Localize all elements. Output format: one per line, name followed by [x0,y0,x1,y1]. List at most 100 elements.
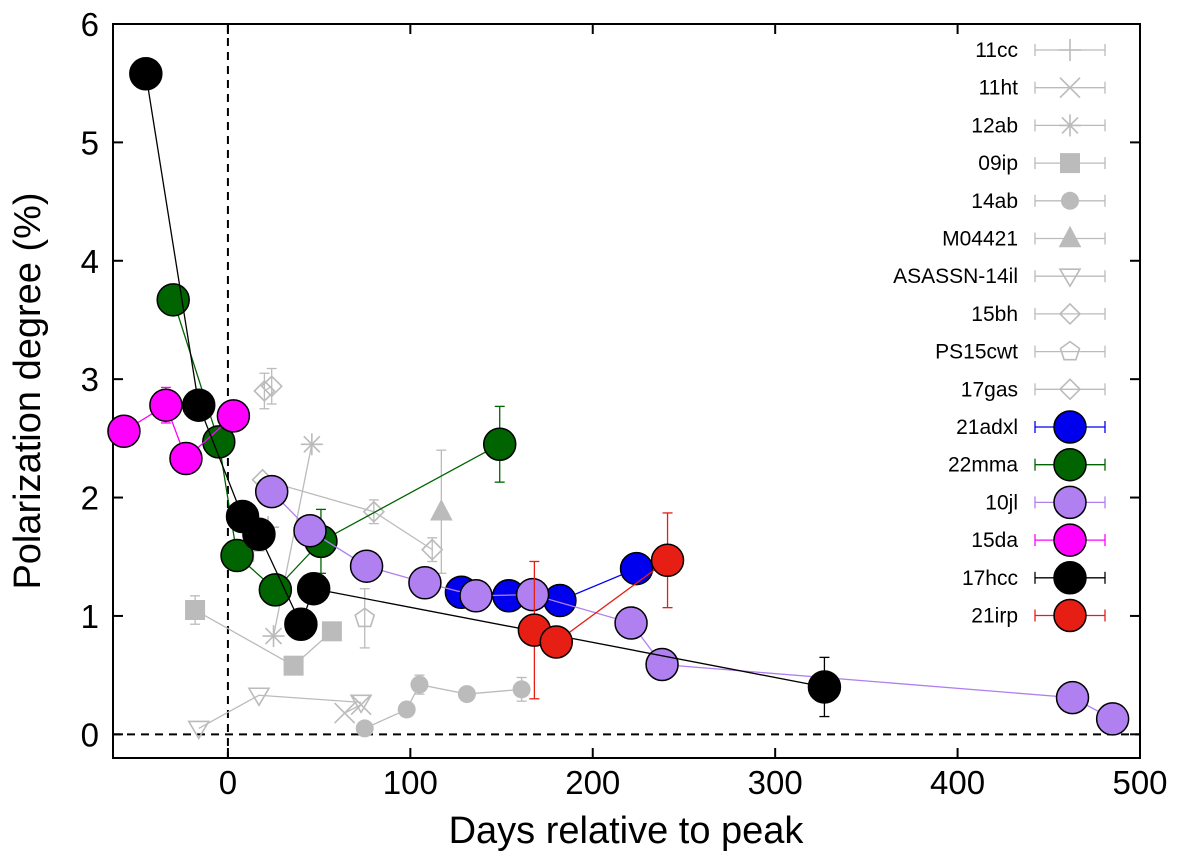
data-point [258,573,293,607]
data-point [354,607,376,628]
legend-marker [1061,116,1079,134]
y-tick-label: 3 [81,361,99,398]
data-point [296,571,331,606]
data-point [284,607,318,641]
legend-label: 14ab [971,190,1018,213]
data-point [181,388,216,422]
legend-entry: 11cc [975,39,1106,62]
series-22mma [156,283,517,607]
data-point [421,538,444,561]
data-point [260,375,283,398]
x-tick-label: 400 [930,764,985,801]
legend-marker [1058,225,1082,248]
legend-entry: PS15cwt [935,341,1106,364]
data-point [149,388,183,422]
data-point [187,720,211,740]
data-point [515,577,550,612]
legend-marker [1053,410,1087,444]
legend-label: ASASSN-14il [893,265,1018,288]
data-point [1095,702,1130,736]
y-tick-label: 5 [81,124,99,161]
y-axis-label: Polarization degree (%) [7,192,49,589]
data-point [543,583,577,618]
legend-entry: 10jl [985,485,1106,520]
legend-entry: 11ht [979,77,1106,100]
legend-marker [1058,378,1082,401]
data-point [645,647,679,682]
x-tick-label: 200 [565,764,620,801]
data-point [253,379,276,403]
legend: 11cc 11ht 12ab 09ip 14ab M04421 ASASSN-14il 15b… [893,39,1106,633]
reference-lines [113,24,1140,758]
legend-label: 11ht [979,77,1018,100]
legend-entry: 12ab [971,114,1106,137]
data-point [459,579,493,613]
legend-label: PS15cwt [935,341,1018,364]
legend-entry: ASASSN-14il [893,265,1106,288]
legend-marker [1053,598,1087,633]
legend-entry: M04421 [942,225,1106,251]
data-point [1055,680,1090,715]
series-line-14ab [364,683,522,729]
x-tick-label: 100 [383,764,438,801]
legend-label: 09ip [978,152,1018,175]
legend-label: 21irp [971,605,1018,628]
data-point [457,685,476,704]
legend-marker [1060,153,1080,174]
legend-entry: 21adxl [956,410,1106,444]
legend-label: 22mma [948,454,1018,477]
legend-entry: 17hcc [962,561,1106,595]
data-point [807,670,842,704]
data-point [264,627,283,645]
legend-label: 10jl [985,491,1018,514]
legend-label: 11cc [975,39,1018,62]
legend-label: 17hcc [962,567,1018,590]
data-point [430,499,453,521]
data-point [619,551,654,586]
series-10jl [254,474,1130,736]
series-14ab [355,674,531,738]
legend-entry: 22mma [948,447,1106,482]
data-point [349,549,384,583]
legend-marker [1053,485,1087,520]
data-point [293,513,327,548]
data-point [321,621,342,642]
legend-entry: 09ip [978,152,1106,175]
legend-entry: 15bh [971,302,1106,326]
data-point [185,600,206,621]
x-tick-label: 300 [748,764,803,801]
data-point [216,399,251,433]
data-point [410,675,429,694]
data-point [334,702,356,724]
series-21irp [517,512,685,700]
series-15da [107,386,251,476]
data-point [169,441,203,476]
series-line-22mma [172,299,501,591]
legend-marker [1059,77,1081,99]
x-axis-label: Days relative to peak [449,810,805,852]
y-tick-label: 2 [81,480,99,517]
legend-entry: 14ab [971,190,1106,213]
legend-marker [1053,447,1087,482]
plot-frame [112,23,1141,759]
data-point [408,566,442,600]
legend-marker [1053,523,1087,557]
legend-entry: 15da [971,523,1106,557]
legend-marker [1058,268,1082,288]
data-point [129,56,163,91]
data-point [512,680,531,699]
x-tick-label: 500 [1112,764,1167,801]
legend-marker [1058,302,1082,326]
series-line-15da [123,404,234,460]
data-point [156,283,190,317]
series-line-11ht [344,704,362,714]
legend-label: 12ab [971,114,1018,137]
data-series [107,56,1130,740]
data-point [614,606,648,640]
y-tick-label: 0 [81,716,99,753]
data-point [283,655,304,676]
series-11ht [334,694,372,724]
legend-entry: 17gas [961,378,1106,401]
data-point [539,625,574,659]
